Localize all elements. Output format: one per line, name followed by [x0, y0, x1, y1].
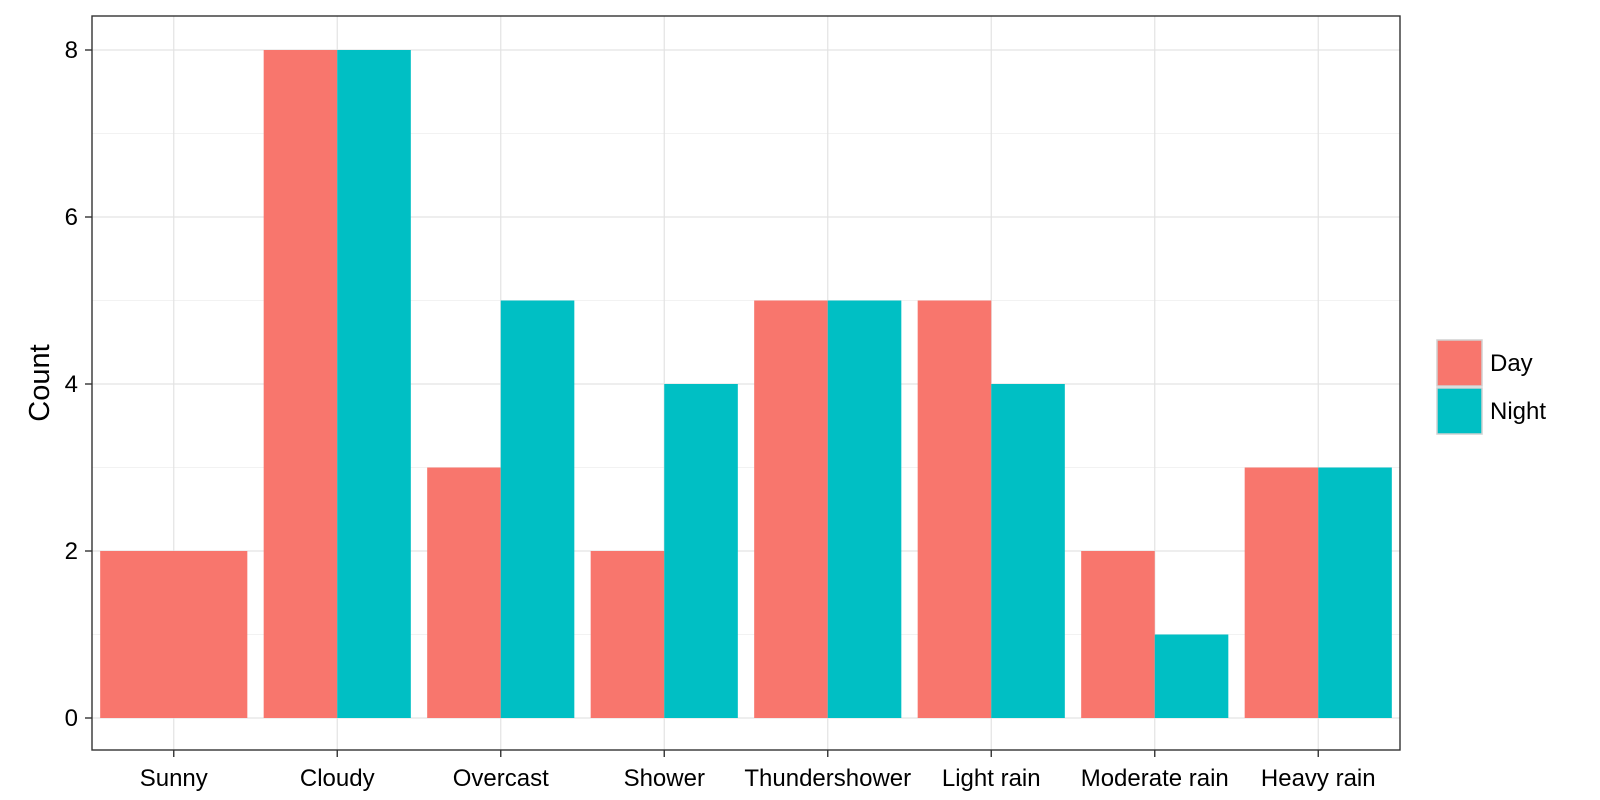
legend: Day Night: [1436, 339, 1546, 435]
x-tick-label: Cloudy: [300, 765, 375, 792]
bar-night: [500, 300, 575, 718]
bar-day: [754, 300, 828, 718]
bar-night: [1318, 467, 1392, 718]
bar-night: [337, 50, 411, 718]
bar-day: [590, 551, 665, 718]
bar-day: [917, 300, 992, 718]
bar-day: [263, 50, 338, 718]
y-tick-label: 0: [65, 705, 78, 732]
bar-day: [1244, 467, 1319, 718]
bar-night: [1154, 634, 1229, 718]
x-tick-label: Overcast: [453, 765, 549, 792]
legend-label-day: Day: [1490, 350, 1533, 377]
bar-day: [100, 551, 248, 718]
y-tick-label: 4: [65, 371, 78, 398]
x-tick-label: Shower: [624, 765, 705, 792]
y-axis-title: Count: [24, 344, 56, 421]
bars: [100, 50, 1392, 718]
legend-key-day: [1436, 339, 1483, 387]
y-tick-label: 8: [65, 37, 78, 64]
x-tick-label: Sunny: [140, 765, 208, 792]
y-axis: 0 2 4 6 8: [65, 37, 92, 732]
x-axis: Sunny Cloudy Overcast Shower Thundershower Li…: [140, 750, 1376, 792]
plot-panel-border: [91, 15, 1401, 751]
bar-day: [1081, 551, 1155, 718]
bar-night: [991, 384, 1065, 718]
x-tick-label: Thundershower: [744, 765, 911, 792]
legend-key-night: [1436, 387, 1483, 435]
bar-night: [664, 384, 738, 718]
x-tick-label: Light rain: [942, 765, 1041, 792]
x-tick-label: Heavy rain: [1261, 765, 1376, 792]
x-tick-label: Moderate rain: [1081, 765, 1229, 792]
bar-night: [827, 300, 902, 718]
y-tick-label: 2: [65, 538, 78, 565]
legend-label-night: Night: [1490, 398, 1546, 425]
bar-day: [427, 467, 501, 718]
y-tick-label: 6: [65, 204, 78, 231]
